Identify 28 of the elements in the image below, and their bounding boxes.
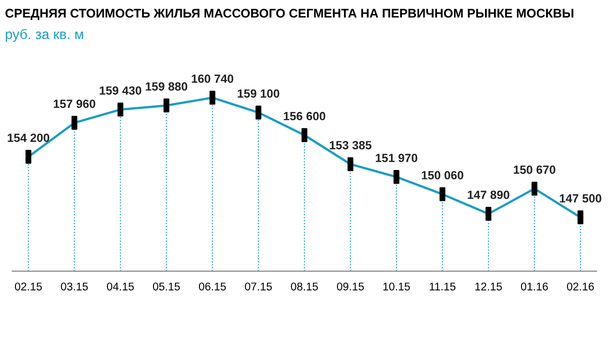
x-tick-label: 05.15: [152, 282, 180, 290]
data-label: 159 880: [146, 82, 188, 91]
x-tick-label: 02.16: [566, 282, 594, 290]
x-tick-label: 11.15: [430, 282, 456, 290]
x-tick-label: 06.15: [198, 282, 226, 290]
data-label: 157 960: [54, 100, 96, 108]
x-tick-label: 03.15: [60, 282, 88, 290]
data-label: 147 500: [560, 194, 602, 203]
data-label: 159 100: [238, 89, 280, 98]
data-label: 153 385: [330, 140, 372, 150]
chart-subtitle: руб. за кв. м: [6, 28, 83, 42]
x-tick-label: 08.15: [290, 282, 318, 290]
chart-title: СРЕДНЯЯ СТОИМОСТЬ ЖИЛЬЯ МАССОВОГО СЕГМЕНТА НА ПЕРВИЧНОМ РЫНКЕ МОСКВЫ: [5, 8, 574, 20]
data-label: 154 200: [8, 134, 50, 142]
data-label: 147 890: [468, 190, 510, 199]
x-tick-label: 09.15: [336, 282, 364, 290]
x-tick-label: 12.15: [475, 282, 502, 290]
data-label: 159 430: [100, 86, 142, 95]
data-label: 150 060: [422, 171, 464, 180]
x-tick-label: 01.16: [520, 282, 548, 290]
data-label: 151 970: [376, 154, 418, 162]
x-tick-label: 10.15: [383, 282, 410, 290]
data-label: 150 670: [514, 166, 556, 174]
x-tick-label: 02.15: [14, 282, 42, 290]
x-tick-label: 07.15: [244, 282, 272, 290]
data-label: 160 740: [192, 74, 234, 83]
x-tick-label: 04.15: [106, 282, 134, 290]
data-label: 156 600: [284, 112, 326, 120]
